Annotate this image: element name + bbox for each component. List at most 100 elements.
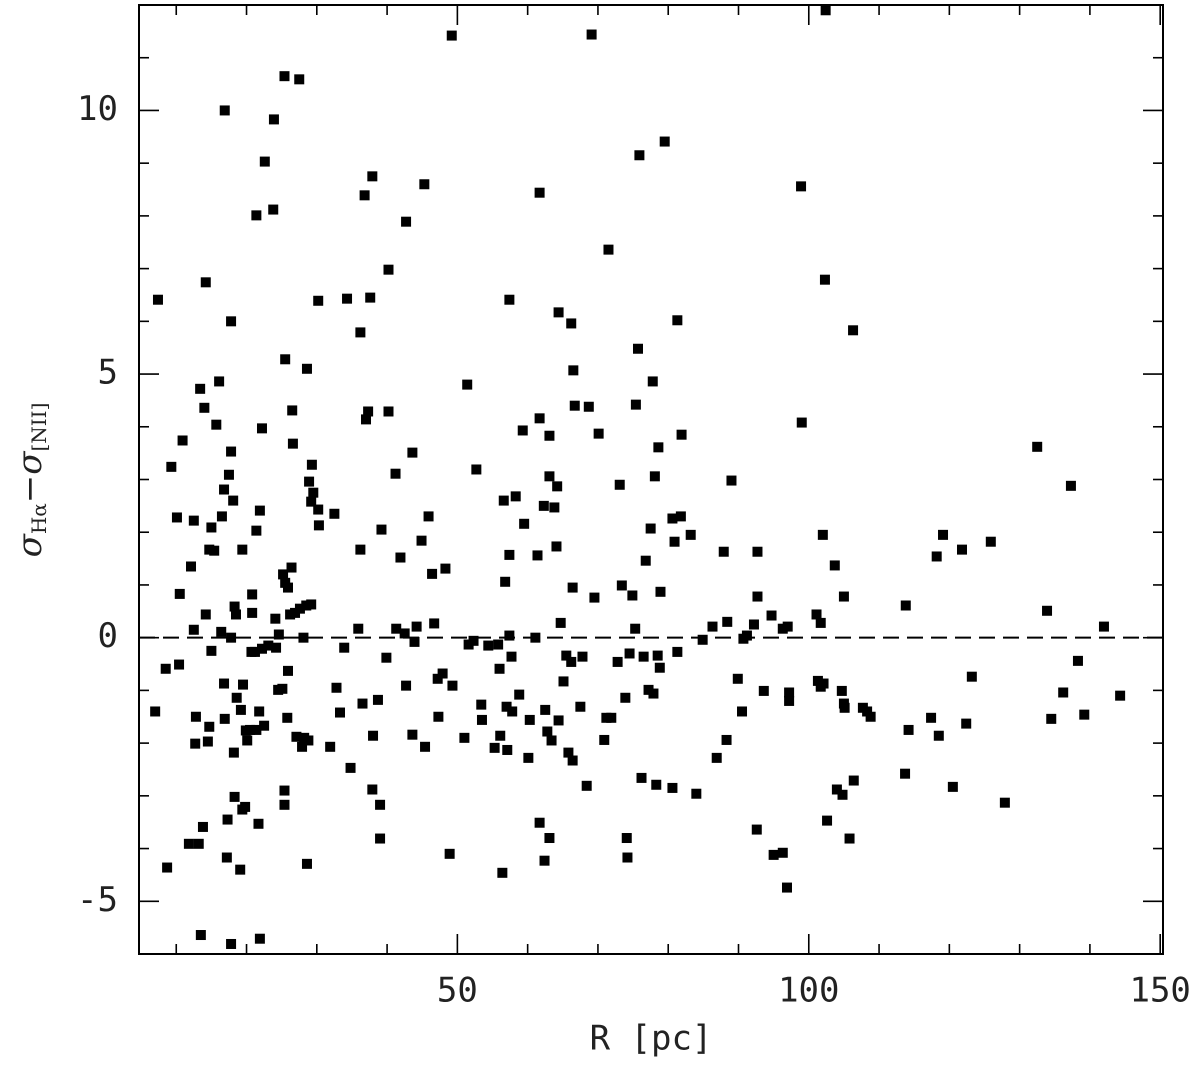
y-axis-label: σHα−σ[NII] xyxy=(10,403,51,558)
point xyxy=(504,294,515,305)
point xyxy=(504,630,515,641)
point xyxy=(447,680,458,691)
point xyxy=(183,838,194,849)
point xyxy=(219,105,230,116)
point xyxy=(933,730,944,741)
point xyxy=(494,663,505,674)
point xyxy=(440,563,451,574)
point xyxy=(514,689,525,700)
point xyxy=(209,545,220,556)
point xyxy=(1098,621,1109,632)
point xyxy=(614,479,625,490)
point xyxy=(206,645,217,656)
point xyxy=(171,512,182,523)
point xyxy=(195,383,206,394)
point xyxy=(259,156,270,167)
point xyxy=(938,529,949,540)
point xyxy=(226,446,237,457)
point xyxy=(228,495,239,506)
point xyxy=(253,818,264,829)
point xyxy=(848,325,859,336)
point xyxy=(624,648,635,659)
point xyxy=(381,652,392,663)
point xyxy=(558,676,569,687)
point xyxy=(304,476,315,487)
point xyxy=(653,442,664,453)
point xyxy=(751,824,762,835)
point xyxy=(429,618,440,629)
point xyxy=(1079,709,1090,720)
point xyxy=(294,74,305,85)
point xyxy=(186,561,197,572)
point xyxy=(966,671,977,682)
point xyxy=(375,833,386,844)
point xyxy=(390,468,401,479)
point xyxy=(544,430,555,441)
point xyxy=(538,500,549,511)
point xyxy=(174,659,185,670)
point xyxy=(219,484,230,495)
point xyxy=(652,650,663,661)
point xyxy=(865,711,876,722)
point xyxy=(900,768,911,779)
point xyxy=(926,712,937,723)
point xyxy=(401,680,412,691)
point xyxy=(812,675,823,686)
point xyxy=(282,665,293,676)
point xyxy=(287,405,298,416)
point xyxy=(862,706,873,717)
point xyxy=(401,216,412,227)
point xyxy=(152,294,163,305)
point xyxy=(361,414,372,425)
point xyxy=(395,552,406,563)
point xyxy=(268,114,279,125)
point xyxy=(542,726,553,737)
point xyxy=(200,609,211,620)
point xyxy=(555,617,566,628)
point xyxy=(368,730,379,741)
point xyxy=(502,744,513,755)
point xyxy=(462,379,473,390)
point xyxy=(534,187,545,198)
point xyxy=(254,505,265,516)
point xyxy=(732,673,743,684)
point xyxy=(193,838,204,849)
point xyxy=(1115,690,1126,701)
point xyxy=(355,327,366,338)
point xyxy=(630,399,641,410)
point xyxy=(291,731,302,742)
point xyxy=(459,732,470,743)
point xyxy=(206,522,217,533)
point xyxy=(669,536,680,547)
point xyxy=(367,784,378,795)
point xyxy=(549,502,560,513)
point xyxy=(782,621,793,632)
point xyxy=(256,423,267,434)
point xyxy=(1058,687,1069,698)
point xyxy=(956,544,967,555)
point xyxy=(900,600,911,611)
point xyxy=(748,619,759,630)
point xyxy=(237,544,248,555)
point xyxy=(638,651,649,662)
point xyxy=(297,741,308,752)
point xyxy=(675,511,686,522)
point xyxy=(242,735,253,746)
point xyxy=(223,469,234,480)
point xyxy=(407,447,418,458)
point xyxy=(961,718,972,729)
point xyxy=(517,425,528,436)
point xyxy=(606,712,617,723)
point xyxy=(204,721,215,732)
point xyxy=(685,529,696,540)
point xyxy=(228,747,239,758)
x-tick-label: 150 xyxy=(1129,971,1190,1011)
point xyxy=(530,632,541,643)
point xyxy=(903,724,914,735)
point xyxy=(222,814,233,825)
point xyxy=(784,695,795,706)
point xyxy=(620,692,631,703)
point xyxy=(758,685,769,696)
